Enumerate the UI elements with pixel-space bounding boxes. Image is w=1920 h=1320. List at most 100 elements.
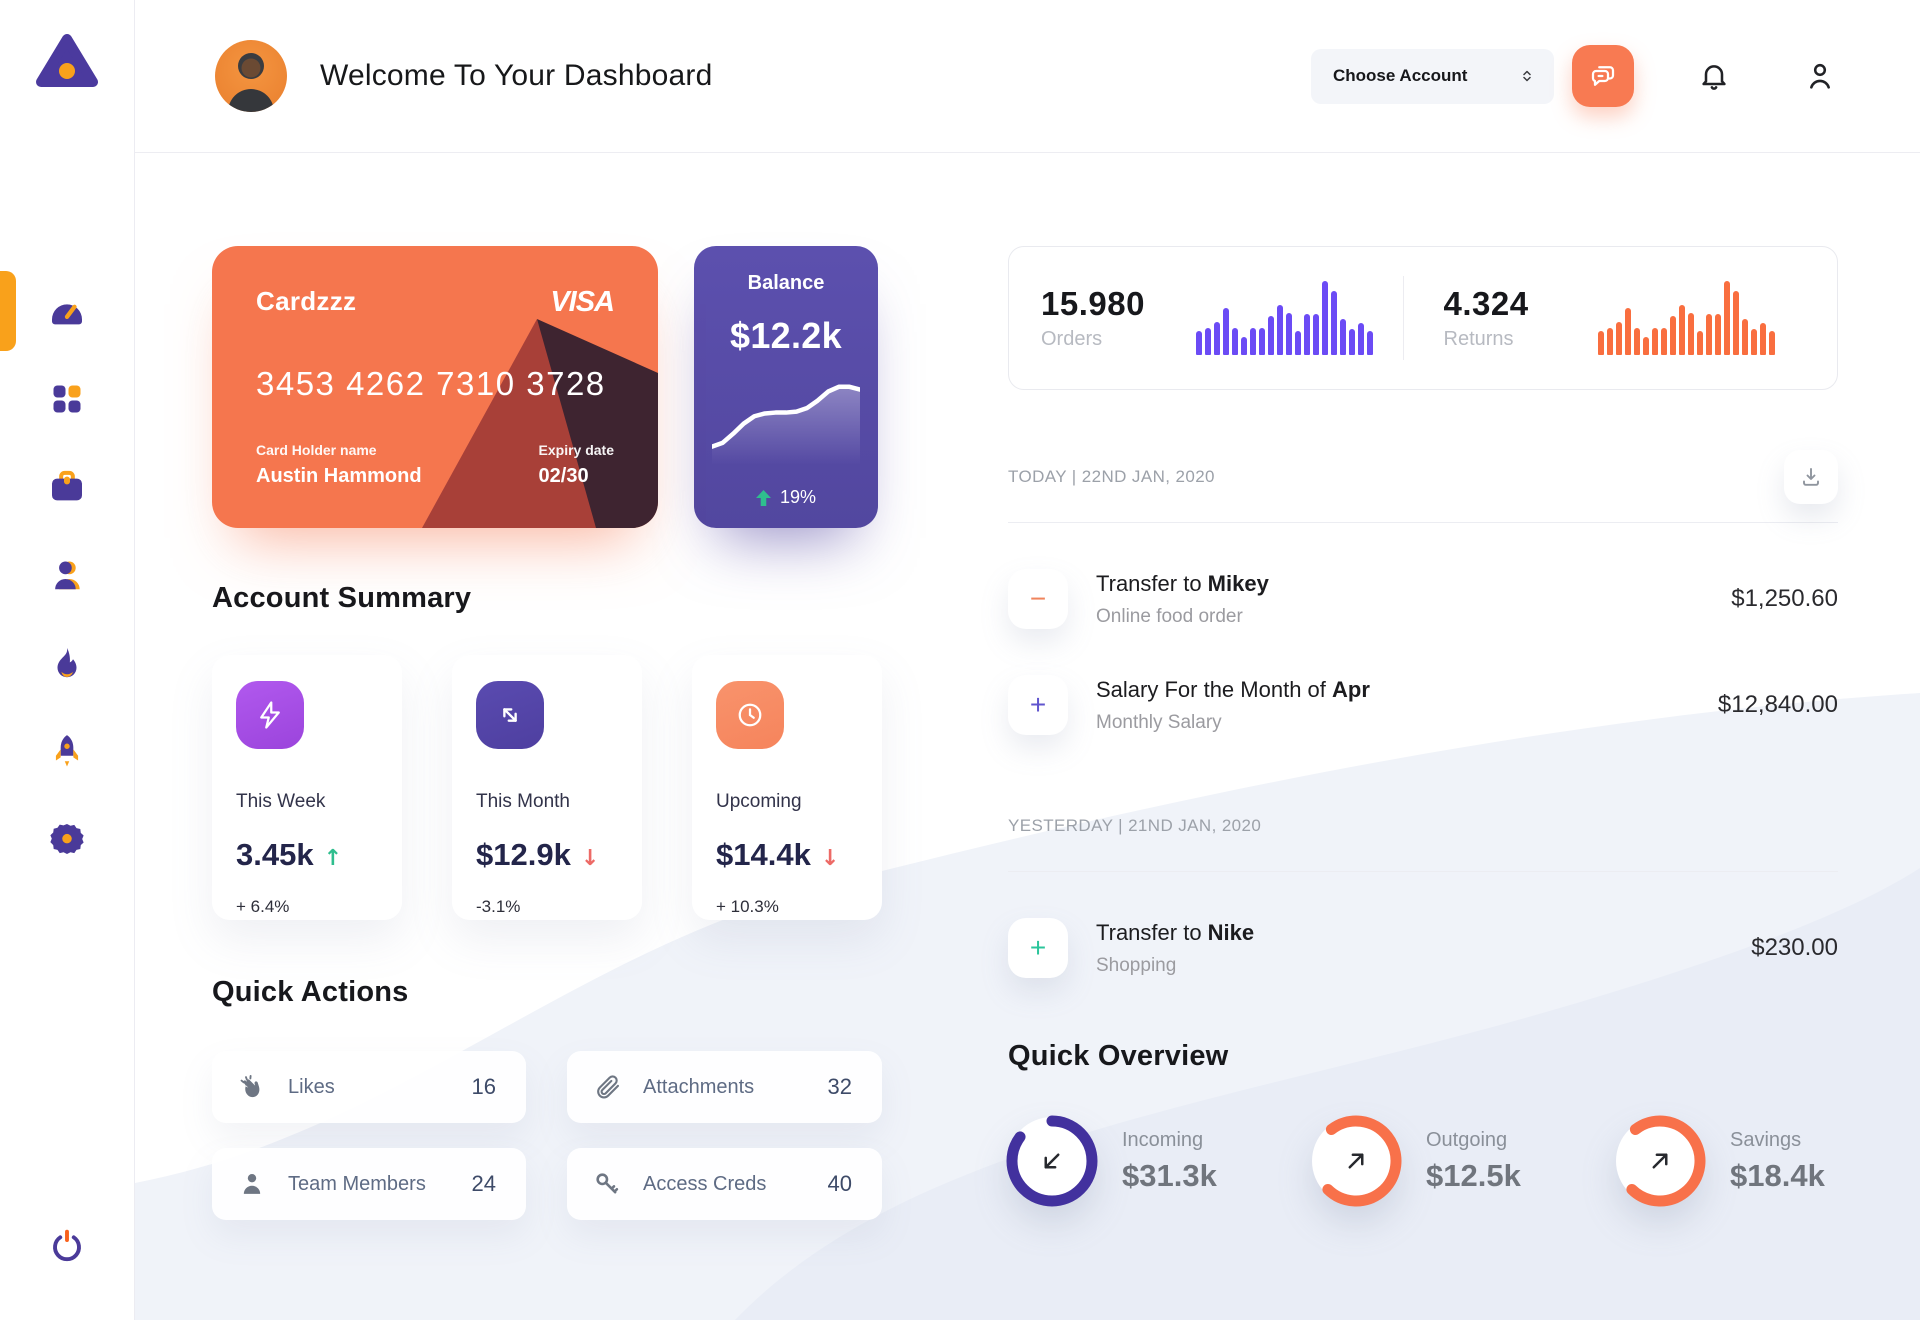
download-icon [1803,468,1819,486]
quick-action-count: 24 [471,1171,496,1196]
sidebar-item-apps[interactable] [39,371,95,427]
account-select-label: Choose Account [1333,66,1468,85]
card-name: Cardzzz [256,286,357,316]
quick-action-count: 40 [827,1171,852,1196]
transaction-row[interactable]: − Transfer to Mikey Online food order $1… [1008,569,1838,629]
transactions-date-label: TODAY | 22ND JAN, 2020 [1008,467,1215,486]
messages-button[interactable] [1572,45,1634,107]
quick-actions-grid: Likes 16 Attachments 32 [212,1051,882,1220]
summary-change: + 10.3% [716,897,779,916]
transaction-title: Transfer to Nike [1096,919,1255,945]
ring-value: $18.4k [1730,1157,1825,1193]
ring-label: Outgoing [1426,1128,1508,1151]
orders-value: 15.980 [1041,285,1145,322]
transaction-row[interactable]: + Transfer to Nike Shopping $230.00 [1008,918,1838,978]
active-indicator [0,271,16,351]
card-triangle-decor [422,319,658,528]
power-icon [53,1229,81,1262]
balance-card[interactable]: Balance $12.2k [694,246,878,528]
transaction-subtitle: Monthly Salary [1096,711,1222,733]
overview-rings: Incoming $31.3k [1006,1115,1838,1207]
transactions-group-header: YESTERDAY | 21ND JAN, 2020 [1008,799,1838,853]
balance-value: $12.2k [730,315,842,356]
credit-card[interactable]: Cardzzz VISA 3453 4262 7310 3728 Card Ho… [212,246,658,528]
balance-change-row: 19% [756,487,816,508]
divider [1008,522,1838,523]
returns-label: Returns [1443,328,1514,350]
transactions-date-label: YESTERDAY | 21ND JAN, 2020 [1008,816,1262,835]
ring-text: Incoming $31.3k [1122,1129,1217,1194]
bell-icon [1702,65,1726,90]
card-holder-block: Card Holder name Austin Hammond [256,442,422,488]
transaction-amount: $230.00 [1751,934,1838,961]
ring-text: Outgoing $12.5k [1426,1129,1521,1194]
transaction-text: Salary For the Month of Apr Monthly Sala… [1096,677,1370,734]
ring-text: Savings $18.4k [1730,1129,1825,1194]
page-title: Welcome To Your Dashboard [320,59,713,92]
profile-button[interactable] [1804,60,1836,92]
ring-value: $31.3k [1122,1157,1217,1193]
quick-action-likes[interactable]: Likes 16 [212,1051,526,1123]
sidebar-item-work[interactable] [39,459,95,515]
overview-stat-savings: Savings $18.4k [1614,1115,1920,1207]
quick-overview-title: Quick Overview [1008,1040,1229,1072]
sidebar-item-trending[interactable] [39,635,95,691]
ring-label: Savings [1730,1128,1802,1151]
right-column: 15.980 Orders 4.324 Returns [1006,246,1838,1220]
chevron-up-down-icon [1523,70,1531,82]
ring-arc [1310,1115,1402,1207]
lightning-icon [236,681,304,749]
returns-stat: 4.324 Returns [1444,281,1806,355]
quick-action-label: Likes [288,1075,335,1098]
arrow-up-right-icon [1348,1153,1364,1169]
credit-card-content: Cardzzz VISA 3453 4262 7310 3728 Card Ho… [256,286,615,488]
quick-action-team-members[interactable]: Team Members 24 [212,1148,526,1220]
user-avatar[interactable] [215,40,287,112]
header-actions: Choose Account [1311,45,1836,107]
sidebar-item-people[interactable] [39,547,95,603]
sidebar-item-settings[interactable] [39,811,95,867]
transaction-row[interactable]: + Salary For the Month of Apr Monthly Sa… [1008,675,1838,735]
arrow-up-icon [756,489,771,506]
summary-cards: This Week 3.45k ↑ + 6.4% [212,655,882,920]
rocket-icon [55,735,79,767]
clap-icon [240,1074,260,1098]
savings-ring [1614,1115,1706,1207]
sidebar-item-dashboard[interactable] [0,271,95,351]
flame-icon [57,647,77,678]
quick-action-access-creds[interactable]: Access Creds 40 [567,1148,882,1220]
quick-action-attachments[interactable]: Attachments 32 [567,1051,882,1123]
returns-mini-chart [1598,281,1775,355]
balance-label: Balance [747,272,825,294]
account-select[interactable]: Choose Account [1311,48,1554,104]
clock-icon [716,681,784,749]
sidebar-item-launch[interactable] [39,723,95,779]
notifications-button[interactable] [1698,60,1730,92]
summary-change: -3.1% [476,897,521,916]
orders-stat: 15.980 Orders [1041,281,1403,355]
app-logo[interactable] [35,30,99,95]
content: Cardzzz VISA 3453 4262 7310 3728 Card Ho… [135,153,1920,1320]
transaction-title: Transfer to Mikey [1096,570,1269,596]
diagonal-arrows-icon [476,681,544,749]
divider [1008,871,1838,872]
orders-text: 15.980 Orders [1041,285,1145,351]
triangle-logo-icon [36,34,98,87]
summary-card-upcoming[interactable]: Upcoming $14.4k ↓ + 10.3% [692,655,882,920]
quick-action-count: 16 [471,1074,496,1099]
visa-logo: VISA [550,286,615,318]
panel-divider [1402,276,1404,360]
quick-action-label: Access Creds [643,1172,767,1195]
arrow-down-left-icon [1044,1153,1060,1169]
transaction-text: Transfer to Nike Shopping [1096,920,1254,977]
summary-card-this-week[interactable]: This Week 3.45k ↑ + 6.4% [212,655,402,920]
logout-button[interactable] [39,1218,95,1274]
returns-value: 4.324 [1443,285,1529,322]
download-button[interactable] [1784,450,1838,504]
header: Welcome To Your Dashboard Choose Account [135,0,1920,153]
quick-actions-title: Quick Actions [212,976,409,1008]
summary-card-this-month[interactable]: This Month $12.9k ↓ -3.1% [452,655,642,920]
summary-value: 3.45k [236,837,314,872]
plus-icon: + [1008,918,1068,978]
ring-arc [1006,1115,1098,1207]
